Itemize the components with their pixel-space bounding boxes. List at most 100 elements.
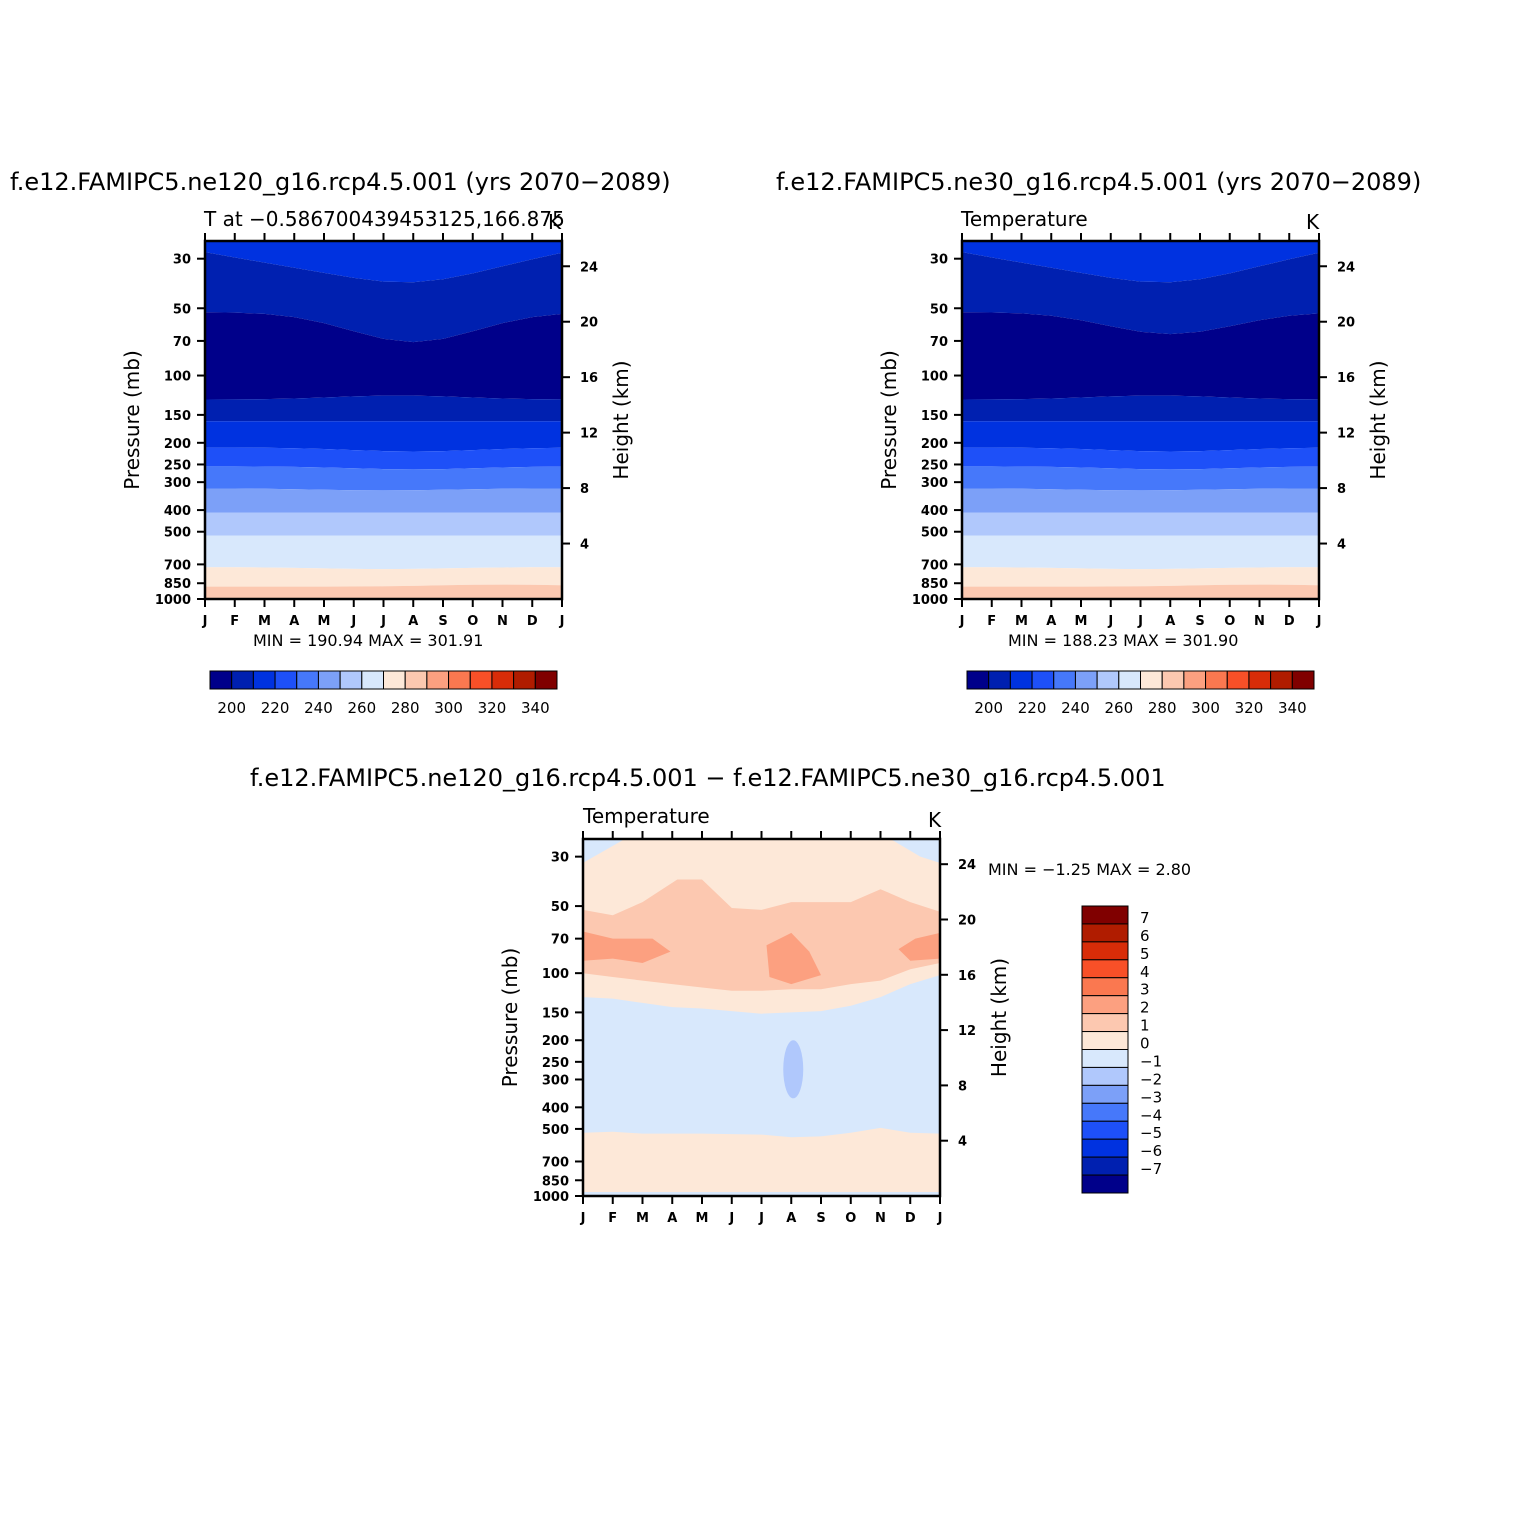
x-tick-label: S	[1195, 614, 1204, 629]
y-tick-label: 850	[164, 577, 191, 592]
x-tick-label: J	[380, 614, 386, 629]
colorbar-box	[1081, 1066, 1129, 1086]
x-tick-label: A	[408, 614, 418, 629]
colorbar-box	[1081, 1120, 1129, 1140]
colorbar-box	[1096, 670, 1120, 690]
temp-band-5	[205, 421, 562, 452]
x-tick-label: A	[667, 1211, 677, 1226]
diff-band-sfc	[583, 1192, 940, 1196]
colorbar-box	[231, 670, 254, 690]
x-tick-label: J	[580, 1211, 586, 1226]
y2-tick-label: 12	[1337, 427, 1355, 442]
colorbar-box	[383, 670, 406, 690]
panel-2-minmax: MIN = 188.23 MAX = 301.90	[1008, 631, 1239, 650]
x-tick-label: O	[1224, 614, 1235, 629]
colorbar-box	[1081, 1084, 1129, 1104]
colorbar-label: 220	[261, 699, 290, 717]
y-tick-label: 250	[921, 458, 948, 473]
colorbar-label: −5	[1140, 1124, 1162, 1142]
x-tick-label: F	[230, 614, 239, 629]
y-tick-label: 500	[542, 1123, 569, 1138]
colorbar-box	[1081, 1031, 1129, 1050]
y2-tick-label: 24	[1337, 260, 1355, 275]
colorbar-box	[274, 670, 298, 690]
y2-tick-label: 12	[958, 1024, 976, 1039]
y-tick-label: 400	[164, 504, 191, 519]
y-tick-label: 250	[542, 1056, 569, 1071]
y-tick-label: 50	[551, 900, 569, 915]
colorbar-box	[988, 670, 1011, 690]
diff-band-pos1-lower	[583, 1127, 940, 1195]
colorbar-box	[469, 670, 493, 690]
diff-band-pos3-b	[766, 932, 821, 985]
colorbar-box	[1081, 1102, 1129, 1122]
x-tick-label: N	[875, 1211, 886, 1226]
colorbar-label: 3	[1140, 981, 1150, 999]
colorbar-box	[1081, 941, 1129, 961]
panel-2-unit: K	[1306, 210, 1320, 234]
x-tick-label: M	[696, 1211, 709, 1226]
colorbar-label: 320	[478, 699, 507, 717]
y-tick-label: 250	[164, 458, 191, 473]
panel-1-title: f.e12.FAMIPC5.ne120_g16.rcp4.5.001 (yrs …	[10, 168, 671, 196]
colorbar-box	[1118, 670, 1141, 690]
y-tick-label: 150	[921, 409, 948, 424]
x-tick-label: J	[350, 614, 356, 629]
y2-axis-label: Height (km)	[987, 958, 1011, 1077]
y2-tick-label: 16	[580, 371, 598, 386]
colorbar-box	[1140, 670, 1163, 690]
y2-tick-label: 20	[1337, 316, 1355, 331]
y-tick-label: 400	[921, 504, 948, 519]
colorbar-label: 2	[1140, 999, 1150, 1017]
colorbar-label: 1	[1140, 1017, 1150, 1035]
y-axis-label: Pressure (mb)	[498, 948, 522, 1088]
colorbar-box	[1081, 959, 1129, 979]
x-tick-label: O	[845, 1211, 856, 1226]
x-tick-label: A	[1165, 614, 1175, 629]
colorbar-box	[1248, 670, 1272, 690]
temp-band-4	[962, 395, 1319, 422]
colorbar-label: 200	[217, 699, 246, 717]
colorbar-label: 7	[1140, 909, 1150, 927]
y-tick-label: 200	[164, 437, 191, 452]
colorbar-box	[404, 670, 428, 690]
y2-tick-label: 24	[958, 858, 976, 873]
panel-3-left-label: Temperature	[583, 804, 710, 828]
colorbar-box	[1081, 1013, 1129, 1033]
contour-fill	[962, 241, 1319, 599]
y-tick-label: 100	[921, 370, 948, 385]
y2-axis-label: Height (km)	[1366, 360, 1390, 479]
temp-band-4	[205, 395, 562, 422]
colorbar-box	[534, 670, 558, 690]
y2-tick-label: 4	[580, 538, 589, 553]
colorbar-label: −2	[1140, 1070, 1162, 1088]
colorbar-label: 6	[1140, 927, 1150, 945]
colorbar-label: 280	[391, 699, 420, 717]
colorbar-box	[513, 670, 536, 690]
y2-tick-label: 24	[580, 260, 598, 275]
colorbar-box	[317, 670, 341, 690]
temp-band-0	[962, 241, 1319, 252]
y-tick-label: 1000	[533, 1190, 569, 1205]
colorbar-label: 0	[1140, 1035, 1150, 1053]
colorbar-box	[1074, 670, 1098, 690]
y-tick-label: 300	[164, 476, 191, 491]
colorbar-box	[1081, 1174, 1129, 1194]
y-tick-label: 30	[173, 253, 191, 268]
colorbar-box	[1205, 670, 1228, 690]
temp-band-8	[205, 488, 562, 513]
temp-band-2	[205, 252, 562, 343]
temp-band-6	[205, 447, 562, 470]
x-tick-label: M	[258, 614, 271, 629]
y-tick-label: 70	[173, 335, 191, 350]
panel-1-minmax: MIN = 190.94 MAX = 301.91	[253, 631, 484, 650]
x-tick-label: F	[987, 614, 996, 629]
y-tick-label: 300	[542, 1073, 569, 1088]
temp-band-2	[962, 252, 1319, 335]
panel-3: J F M A M J J A S O N D J305070100150200250300400500…	[498, 831, 1162, 1226]
colorbar-box	[1009, 670, 1033, 690]
colorbar-box	[1081, 1049, 1129, 1068]
x-tick-label: S	[438, 614, 447, 629]
x-tick-label: S	[816, 1211, 825, 1226]
x-tick-label: J	[758, 1211, 764, 1226]
